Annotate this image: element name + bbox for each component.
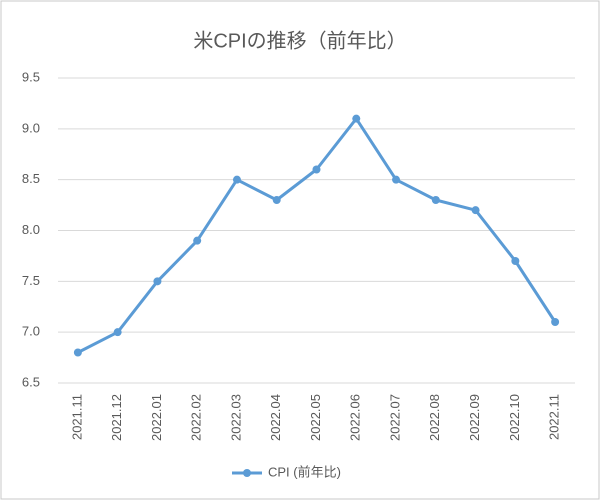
x-tick-label: 2022.02: [189, 394, 204, 441]
y-tick-label: 9.0: [22, 120, 40, 135]
y-tick-label: 9.5: [22, 69, 40, 84]
data-point: [511, 257, 520, 265]
x-tick-label: 2022.08: [427, 394, 442, 441]
x-tick-label: 2022.07: [387, 394, 402, 441]
x-tick-label: 2021.12: [109, 394, 124, 441]
data-point: [232, 175, 241, 184]
x-tick-label: 2022.10: [507, 394, 522, 441]
y-tick-label: 7.0: [22, 324, 40, 339]
y-tick-label: 6.5: [22, 374, 40, 389]
x-tick-label: 2022.11: [547, 394, 562, 440]
y-tick-label: 8.5: [22, 171, 40, 186]
data-point: [73, 348, 82, 357]
legend-label: CPI (前年比): [268, 464, 341, 479]
y-tick-label: 8.0: [22, 222, 40, 237]
data-point: [153, 277, 162, 286]
data-point: [431, 196, 440, 204]
chart-title: 米CPIの推移（前年比）: [193, 29, 406, 52]
data-point: [392, 175, 401, 184]
x-tick-label: 2022.06: [348, 394, 363, 441]
data-point: [272, 196, 281, 204]
data-point: [193, 236, 202, 245]
data-point: [471, 206, 480, 215]
x-tick-label: 2022.05: [308, 394, 323, 441]
legend-marker: [243, 469, 251, 477]
x-tick-label: 2022.03: [228, 394, 243, 441]
y-tick-label: 7.5: [22, 273, 40, 288]
x-tick-label: 2022.09: [467, 394, 482, 441]
data-point: [352, 114, 361, 123]
x-tick-label: 2021.11: [69, 394, 84, 440]
data-point: [312, 165, 321, 174]
x-tick-label: 2022.01: [149, 394, 164, 441]
x-tick-label: 2022.04: [268, 394, 283, 441]
data-point: [113, 328, 122, 337]
data-point: [551, 318, 560, 326]
